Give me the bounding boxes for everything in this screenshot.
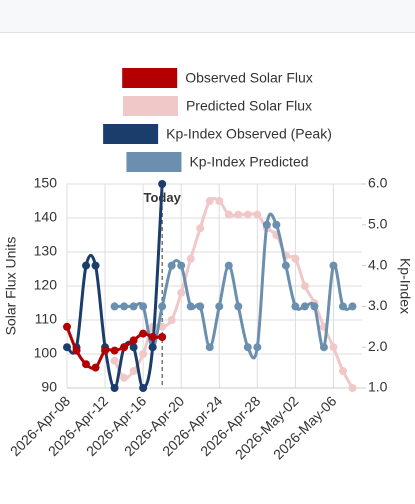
data-point (329, 343, 338, 352)
y-tick-label: 150 (34, 175, 58, 191)
y2-tick-label: 2.0 (368, 338, 388, 354)
data-point (110, 346, 119, 355)
legend-entry: Observed Solar Flux (122, 68, 313, 88)
legend-label: Predicted Solar Flux (186, 98, 312, 114)
y2-tick-label: 5.0 (368, 216, 388, 232)
data-point (205, 197, 214, 205)
data-point (139, 384, 148, 392)
data-point (110, 356, 119, 365)
data-point (215, 302, 224, 311)
data-point (158, 333, 167, 341)
data-point (167, 261, 176, 270)
data-point (120, 343, 129, 352)
data-point (82, 261, 91, 270)
data-point (82, 360, 91, 369)
data-point (348, 384, 357, 392)
data-point (215, 197, 224, 205)
legend-entry: Kp-Index Predicted (126, 152, 309, 172)
y2-axis-title: Kp-Index (397, 258, 413, 314)
data-point (177, 261, 186, 270)
data-point (300, 282, 309, 290)
data-point (310, 302, 319, 311)
data-point (291, 302, 300, 311)
data-point (158, 302, 167, 311)
data-point (158, 180, 167, 188)
data-point (120, 302, 129, 311)
y-tick-label: 110 (35, 311, 58, 327)
data-point (253, 343, 262, 352)
data-point (186, 254, 195, 263)
legend-label: Kp-Index Predicted (189, 154, 308, 170)
y2-tick-label: 3.0 (368, 297, 388, 313)
data-point (196, 224, 205, 233)
data-point (281, 261, 290, 270)
data-point (177, 288, 186, 297)
data-point (72, 346, 81, 355)
data-point (329, 261, 338, 270)
y-tick-label: 120 (34, 277, 58, 293)
data-point (129, 336, 138, 345)
data-point (348, 302, 357, 311)
data-point (234, 210, 243, 219)
data-point (196, 302, 205, 311)
top-bar (0, 0, 415, 32)
legend-entry: Kp-Index Observed (Peak) (103, 124, 332, 144)
y2-tick-label: 1.0 (368, 379, 388, 395)
data-point (291, 254, 300, 263)
data-point (319, 343, 328, 352)
y-tick-label: 100 (34, 345, 58, 361)
legend-swatch (122, 96, 178, 116)
data-point (148, 333, 157, 341)
legend-label: Observed Solar Flux (185, 70, 313, 86)
data-point (139, 350, 148, 358)
data-point (120, 373, 129, 382)
legend-label: Kp-Index Observed (Peak) (166, 126, 332, 142)
data-point (205, 343, 214, 352)
data-point (139, 302, 148, 311)
data-point (91, 363, 100, 372)
data-point (129, 302, 138, 311)
data-point (243, 343, 252, 352)
data-point (148, 343, 157, 352)
data-point (253, 210, 262, 219)
data-point (224, 210, 233, 219)
data-point (338, 302, 347, 311)
data-point (110, 302, 119, 311)
data-point (272, 220, 281, 229)
legend-swatch (126, 152, 182, 172)
data-point (63, 343, 71, 352)
data-point (129, 343, 138, 352)
data-point (300, 302, 309, 311)
y-tick-label: 90 (41, 379, 57, 395)
y2-tick-label: 4.0 (368, 256, 388, 272)
legend-swatch (103, 124, 159, 144)
y-tick-label: 140 (34, 209, 58, 225)
data-point (110, 384, 119, 392)
y-tick-label: 130 (34, 243, 58, 259)
data-point (262, 220, 271, 229)
y2-tick-label: 6.0 (368, 175, 388, 191)
data-point (101, 346, 110, 355)
data-point (234, 302, 243, 311)
data-point (139, 329, 148, 338)
data-point (243, 210, 252, 219)
data-point (186, 302, 195, 311)
data-point (129, 367, 138, 375)
data-point (63, 322, 71, 331)
data-point (167, 316, 176, 324)
data-point (338, 367, 347, 375)
data-point (224, 261, 233, 270)
legend-entry: Predicted Solar Flux (122, 96, 312, 116)
legend-swatch (122, 68, 178, 88)
data-point (91, 261, 100, 270)
y-axis-title: Solar Flux Units (3, 237, 19, 336)
